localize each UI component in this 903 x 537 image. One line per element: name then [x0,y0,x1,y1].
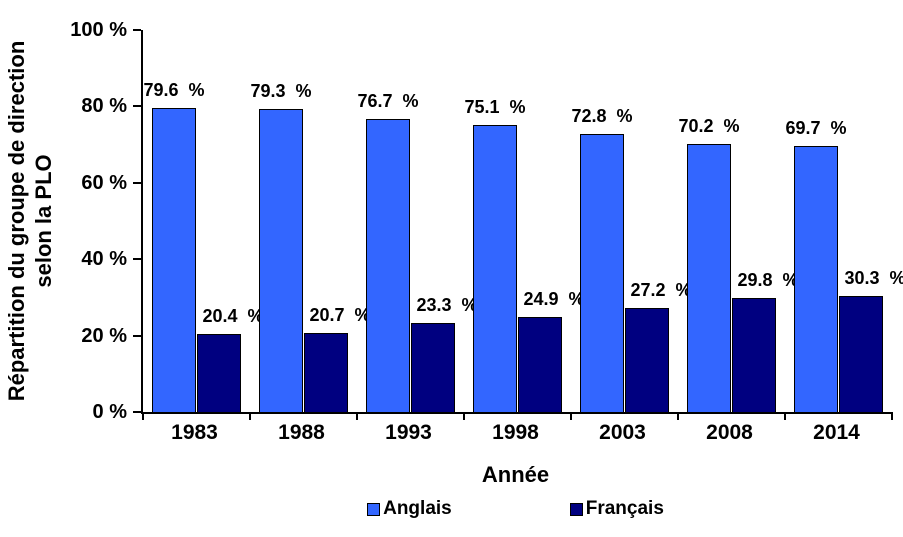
value-label-anglais-1998: 75.1 % [464,97,526,118]
x-tick-label-1988: 1988 [278,421,325,444]
value-label-anglais-2003: 72.8 % [571,105,633,126]
bar-français-1993 [410,323,456,412]
value-label-français-1988: 20.7 % [309,304,371,325]
y-tick-mark [133,181,141,184]
legend: Anglais Français [141,499,890,519]
bar-français-2008 [731,298,777,412]
y-tick-label: 60 % [81,171,127,194]
francais-swatch-icon [569,502,583,516]
y-tick-label: 40 % [81,248,127,271]
legend-label-anglais: Anglais [383,498,452,519]
y-tick-mark [133,258,141,261]
x-tick-label-2008: 2008 [706,421,753,444]
x-tick-label-1983: 1983 [171,421,218,444]
y-axis-title-line2: selon la PLO [31,154,56,288]
x-tick-mark [142,412,144,420]
bar-group-1998: 75.1 % 24.9 % [464,30,585,412]
value-label-anglais-2014: 69.7 % [785,117,847,138]
bar-group-2003: 72.8 % 27.2 % [571,30,692,412]
x-tick-mark [891,412,893,420]
bar-group-1988: 79.3 % 20.7 % [250,30,371,412]
y-tick-label: 80 % [81,95,127,118]
y-tick-mark [133,411,141,413]
y-tick-label: 0 % [92,401,127,423]
plot-area: 0 % 20 % 40 % 60 % 80 % 100 % 79.6 % 20.4 % 79.3… [70,20,903,422]
value-label-anglais-1988: 79.3 % [250,81,312,102]
value-label-français-1998: 24.9 % [523,288,585,309]
x-tick-mark [463,412,465,420]
bar-anglais-1998 [472,125,518,412]
anglais-swatch-icon [367,502,381,516]
x-tick-label-2014: 2014 [813,421,860,444]
bar-français-2014 [838,296,884,412]
value-label-anglais-2008: 70.2 % [678,115,740,136]
value-label-français-2008: 29.8 % [737,270,799,291]
legend-item-francais: Français [569,498,664,519]
bar-group-2008: 70.2 % 29.8 % [678,30,799,412]
bar-group-1993: 76.7 % 23.3 % [357,30,478,412]
x-tick-mark [249,412,251,420]
y-tick-label: 100 % [70,19,127,41]
value-label-anglais-1983: 79.6 % [143,79,205,100]
y-tick-mark [133,29,141,31]
bar-anglais-1993 [365,119,411,412]
bar-anglais-2008 [686,143,732,412]
value-label-français-2014: 30.3 % [844,268,903,289]
x-tick-mark [677,412,679,420]
bar-anglais-1988 [258,109,304,412]
x-tick-mark [784,412,786,420]
legend-item-anglais: Anglais [367,499,452,519]
x-axis-title: Année [481,462,550,487]
bar-anglais-2003 [579,133,625,412]
y-tick-mark [133,334,141,337]
x-axis-tick-labels: 1983 1988 1993 1998 2003 2008 2014 [141,422,890,444]
bar-français-1988 [303,332,349,412]
bar-français-2003 [624,308,670,412]
y-tick-mark [133,105,141,108]
bar-français-1983 [196,334,242,412]
legend-label-francais: Français [585,498,664,519]
x-tick-label-2003: 2003 [599,421,646,444]
bar-anglais-1983 [151,107,197,412]
value-label-anglais-1993: 76.7 % [357,91,419,112]
bar-anglais-2014 [793,145,839,412]
y-axis-title-line1: Répartition du groupe de direction [4,40,29,402]
value-label-français-1983: 20.4 % [202,306,264,327]
y-axis-title: Répartition du groupe de direction selon… [3,0,59,442]
x-tick-label-1993: 1993 [385,421,432,444]
x-tick-label-1998: 1998 [492,421,539,444]
x-tick-mark [356,412,358,420]
value-label-français-2003: 27.2 % [630,280,692,301]
bar-group-2014: 69.7 % 30.3 % [785,30,903,412]
y-tick-label: 20 % [81,324,127,347]
value-label-français-1993: 23.3 % [416,295,478,315]
bar-français-1998 [517,316,563,412]
x-tick-mark [570,412,572,420]
bar-group-1983: 79.6 % 20.4 % [143,30,264,412]
